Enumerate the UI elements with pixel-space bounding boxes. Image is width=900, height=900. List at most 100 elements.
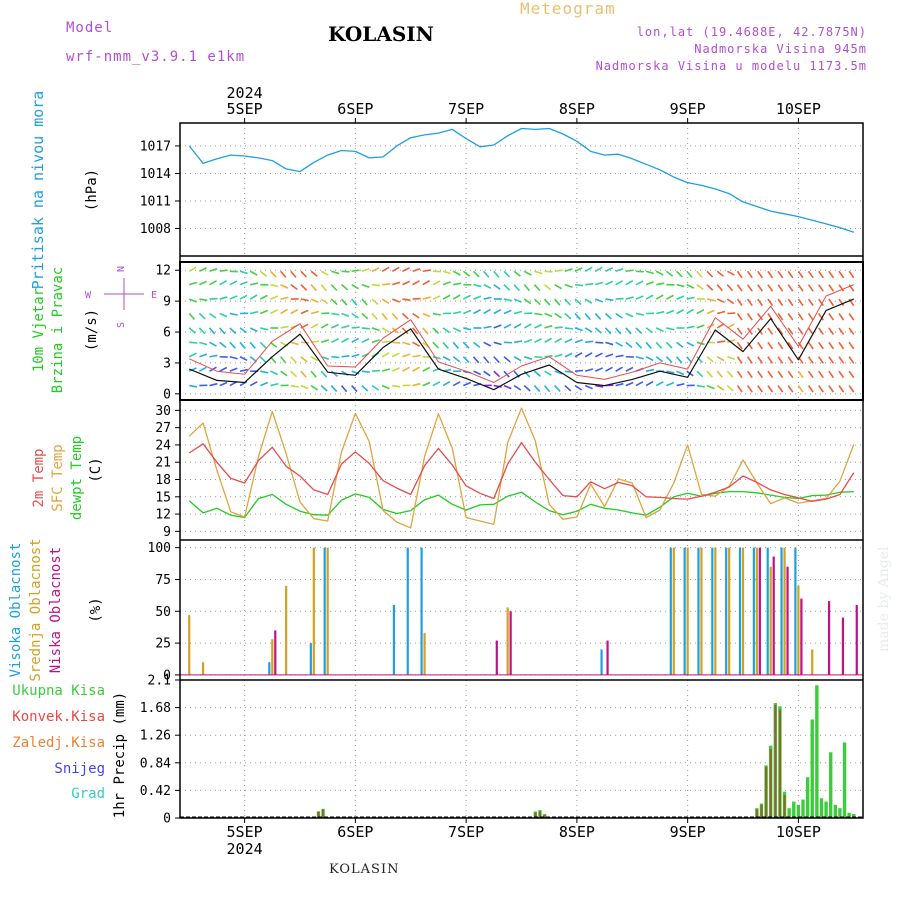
- wind-barb: [767, 356, 774, 364]
- wind-barb: [584, 384, 593, 390]
- wind-barb: [310, 284, 317, 292]
- wind-barb: [838, 327, 845, 335]
- wind-barb: [757, 298, 764, 307]
- cloud-bar: [268, 662, 271, 675]
- wind-barb: [767, 341, 774, 350]
- wind-barb: [757, 270, 764, 279]
- wind-barb: [290, 284, 298, 291]
- wind-barb: [564, 268, 573, 273]
- wind-barb: [351, 269, 360, 273]
- wind-barb: [472, 270, 480, 278]
- wind-barb: [290, 384, 299, 388]
- wind-barb: [513, 298, 522, 304]
- wind-barb: [544, 355, 553, 358]
- wind-barb: [473, 283, 482, 288]
- wind-barb: [533, 385, 541, 393]
- wind-barb: [696, 341, 705, 346]
- wind-barb: [807, 356, 814, 364]
- wind-barb: [777, 370, 784, 379]
- wind-barb: [260, 309, 269, 315]
- wind-barb: [807, 270, 814, 279]
- wind-barb: [807, 341, 814, 350]
- wind-barb: [797, 327, 804, 335]
- wind-barb: [595, 281, 604, 286]
- y-tick-label: 1014: [140, 167, 171, 182]
- wind-barb: [686, 296, 695, 300]
- wind-barb: [625, 341, 633, 348]
- x-tick-label-top: 9SEP: [670, 100, 706, 118]
- wind-barb: [209, 280, 217, 286]
- cloud-bar: [326, 547, 329, 675]
- wind-axis-label-2: Brzina i Pravac: [50, 267, 66, 393]
- wind-barb: [422, 312, 431, 318]
- cloud-bar: [201, 662, 205, 675]
- wind-barb: [736, 284, 743, 292]
- precip-total-bar: [796, 804, 801, 818]
- wind-barb: [341, 355, 350, 358]
- wind-barb: [341, 312, 350, 318]
- wind-barb: [736, 327, 743, 335]
- station-title: KOLASIN: [328, 22, 434, 46]
- chart-frame: [179, 122, 864, 819]
- wind-barb: [675, 270, 683, 278]
- cloud-bar: [697, 547, 700, 675]
- wind-barb: [615, 341, 624, 347]
- wind-barb: [412, 382, 421, 387]
- y-tick-label: 1.68: [140, 701, 171, 716]
- wind-barb: [432, 341, 440, 349]
- wind-barb: [513, 270, 521, 277]
- wind-barb: [503, 370, 510, 378]
- wind-barb: [361, 327, 370, 330]
- wind-barb: [463, 309, 472, 315]
- x-tick-label-bottom: 8SEP: [559, 823, 595, 841]
- wind-barb: [574, 352, 583, 358]
- cloud-bar: [509, 611, 512, 675]
- wind-barb: [828, 370, 835, 379]
- wind-barb: [351, 385, 358, 393]
- wind-barb: [686, 341, 695, 347]
- wind-barb: [696, 384, 705, 388]
- wind-barb: [625, 366, 634, 372]
- wind-barb: [584, 327, 593, 333]
- wind-barb: [726, 298, 735, 305]
- wind-barb: [412, 280, 420, 286]
- wind-barb: [452, 341, 460, 349]
- precip-total-bar: [838, 808, 842, 818]
- wind-barb: [676, 295, 685, 300]
- precip-convective-bar: [760, 804, 763, 818]
- wind-barb: [432, 381, 441, 387]
- wind-barb: [564, 283, 573, 288]
- wind-barb: [493, 324, 502, 329]
- wind-barb: [229, 341, 236, 349]
- wind-barb: [635, 295, 644, 300]
- wind-barb: [777, 341, 784, 350]
- wind-barb: [676, 309, 685, 315]
- wind-barb: [300, 384, 309, 390]
- wind-barb: [300, 309, 309, 315]
- wind-barb: [797, 270, 804, 279]
- y-tick-label: 3: [163, 356, 171, 371]
- wind-barb: [483, 296, 492, 300]
- wind-barb: [371, 298, 379, 305]
- wind-barb: [696, 324, 705, 329]
- y-tick-label: 6: [163, 326, 171, 341]
- wind-barb: [219, 279, 228, 286]
- wind-barb: [320, 338, 330, 344]
- wind-barb: [736, 313, 743, 321]
- y-tick-label: 50: [155, 605, 171, 620]
- wind-barb: [665, 356, 673, 363]
- cloud-bar: [312, 547, 315, 675]
- x-tick-label-top: 6SEP: [337, 100, 373, 118]
- cloud-bar: [700, 547, 703, 675]
- wind-barb: [574, 339, 583, 344]
- wind-barb: [199, 341, 208, 346]
- wind-barb: [777, 270, 784, 279]
- precip-legend-label: Snijeg: [54, 761, 105, 777]
- wind-barb: [645, 380, 654, 387]
- wind-barb: [462, 294, 471, 300]
- wind-barb: [686, 308, 695, 315]
- cloud-bar: [725, 547, 728, 675]
- wind-barb: [442, 327, 450, 334]
- wind-barb: [767, 370, 774, 379]
- wind-barb: [716, 310, 726, 315]
